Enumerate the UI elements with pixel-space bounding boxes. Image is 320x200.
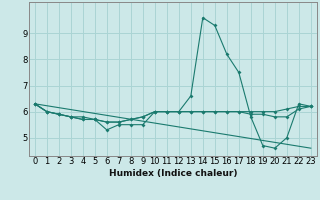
X-axis label: Humidex (Indice chaleur): Humidex (Indice chaleur) [108, 169, 237, 178]
